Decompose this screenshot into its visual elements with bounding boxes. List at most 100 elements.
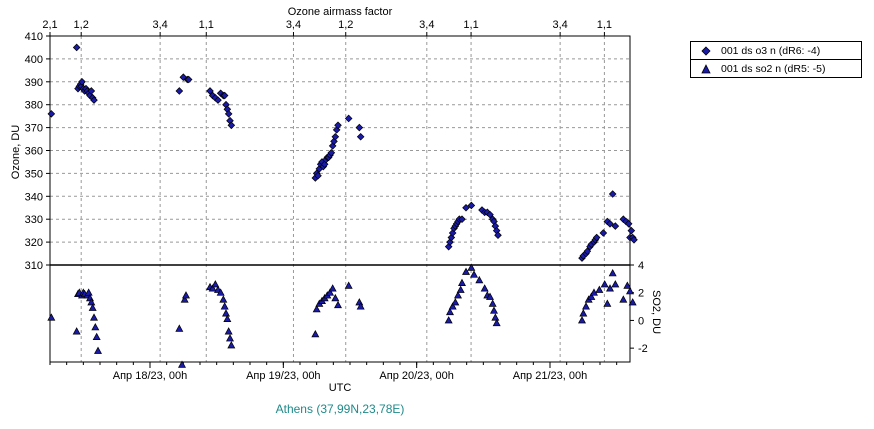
so2-tick-label: 2 xyxy=(638,288,644,300)
so2-point xyxy=(491,313,500,321)
so2-point xyxy=(623,281,632,289)
ozone-point xyxy=(448,229,457,237)
so2-point xyxy=(216,288,225,296)
so2-point xyxy=(84,288,93,296)
so2-point xyxy=(87,298,96,306)
so2-point xyxy=(356,302,365,310)
triangle-marker-icon xyxy=(691,63,721,74)
so2-point xyxy=(92,332,101,341)
so2-point xyxy=(178,360,186,368)
ozone-tick-label: 330 xyxy=(25,214,43,226)
ozone-point xyxy=(90,96,98,104)
legend: 001 ds o3 n (dR6: -4) 001 ds so2 n (dR5:… xyxy=(690,41,862,78)
ozone-point xyxy=(608,190,617,198)
grid-lines xyxy=(49,36,630,362)
so2-point xyxy=(446,307,454,316)
top-axis-tick-label: 3,4 xyxy=(419,19,434,31)
ozone-point xyxy=(592,233,601,242)
ozone-point xyxy=(206,87,214,95)
ozone-point xyxy=(444,242,453,251)
ozone-point xyxy=(356,132,365,141)
so2-point xyxy=(448,302,457,310)
so2-point xyxy=(603,299,612,307)
so2-axis-title: SO2, DU xyxy=(650,290,662,334)
so2-point xyxy=(223,314,232,322)
ozone-point xyxy=(87,87,96,95)
ozone-point xyxy=(627,226,636,235)
top-axis-tick-label: 1,1 xyxy=(463,19,478,31)
ozone-point xyxy=(611,222,620,230)
ozone-point xyxy=(630,236,638,244)
ozone-point xyxy=(328,142,337,150)
so2-point xyxy=(611,280,620,288)
top-axis-title: Ozone airmass factor xyxy=(288,6,393,18)
x-axis-tick-label: Апр 19/23, 00h xyxy=(246,370,320,382)
so2-point xyxy=(451,298,460,306)
ozone-point xyxy=(344,114,353,123)
ozone-point xyxy=(494,231,502,240)
so2-point xyxy=(312,305,321,313)
so2-point xyxy=(94,346,102,354)
ozone-point xyxy=(462,203,470,212)
so2-point xyxy=(88,303,97,311)
ozone-point xyxy=(214,96,222,104)
ozone-tick-label: 380 xyxy=(25,100,43,112)
data-marks xyxy=(47,43,638,368)
ozone-point xyxy=(72,43,81,52)
so2-point xyxy=(626,287,634,295)
ozone-tick-label: 310 xyxy=(25,260,43,272)
ozone-point xyxy=(184,75,193,84)
so2-point xyxy=(328,284,337,292)
x-axis-tick-label: Апр 18/23, 00h xyxy=(113,370,187,382)
ozone-tick-label: 370 xyxy=(25,123,43,135)
ozone-tick-label: 350 xyxy=(25,168,43,180)
ozone-point xyxy=(224,110,233,118)
ozone-tick-label: 400 xyxy=(25,54,43,66)
so2-point xyxy=(606,284,614,292)
so2-point xyxy=(175,324,184,332)
so2-point xyxy=(226,334,234,342)
ozone-point xyxy=(334,121,342,130)
top-axis-tick-label: 3,4 xyxy=(552,19,567,31)
series-so2 xyxy=(47,263,637,368)
so2-point xyxy=(488,299,497,307)
so2-point xyxy=(486,292,494,300)
so2-point xyxy=(224,327,233,335)
ozone-point xyxy=(624,219,633,228)
so2-point xyxy=(619,295,628,303)
ozone-point xyxy=(583,247,592,256)
ozone-point xyxy=(458,215,466,223)
so2-point xyxy=(608,268,617,277)
ozone-point xyxy=(179,73,188,82)
ozone-point xyxy=(606,219,614,228)
diamond-marker-icon xyxy=(691,45,721,56)
ozone-point xyxy=(599,229,608,237)
top-axis-tick-label: 1,1 xyxy=(597,19,612,31)
top-axis-tick-label: 1,2 xyxy=(338,19,353,31)
so2-point xyxy=(462,267,470,275)
legend-label-so2: 001 ds so2 n (dR5: -5) xyxy=(721,62,826,75)
so2-point xyxy=(344,281,353,289)
ozone-point xyxy=(175,87,184,95)
so2-point xyxy=(454,291,462,299)
ozone-point xyxy=(220,91,229,100)
so2-point xyxy=(590,288,598,296)
legend-label-o3: 001 ds o3 n (dR6: -4) xyxy=(721,44,821,57)
so2-point xyxy=(311,329,320,338)
legend-entry-so2: 001 ds so2 n (dR5: -5) xyxy=(691,59,861,77)
plot-frame xyxy=(49,35,631,363)
so2-point xyxy=(47,313,56,321)
so2-tick-label: 4 xyxy=(638,260,644,272)
series-o3 xyxy=(47,43,638,262)
so2-point xyxy=(180,295,189,303)
ozone-point xyxy=(355,123,364,132)
ozone-point xyxy=(327,148,336,157)
ozone-point xyxy=(486,210,494,219)
so2-point xyxy=(578,316,586,324)
so2-point xyxy=(467,263,476,271)
tick-labels: 310 320 330 340 350 360 370 380 390 400 410 -2 0 2 4 2,… xyxy=(25,19,648,382)
top-axis-tick-label: 2,1 xyxy=(42,19,57,31)
ozone-axis-title: Ozone, DU xyxy=(10,125,22,179)
so2-point xyxy=(490,306,498,314)
ozone-tick-label: 360 xyxy=(25,146,43,158)
